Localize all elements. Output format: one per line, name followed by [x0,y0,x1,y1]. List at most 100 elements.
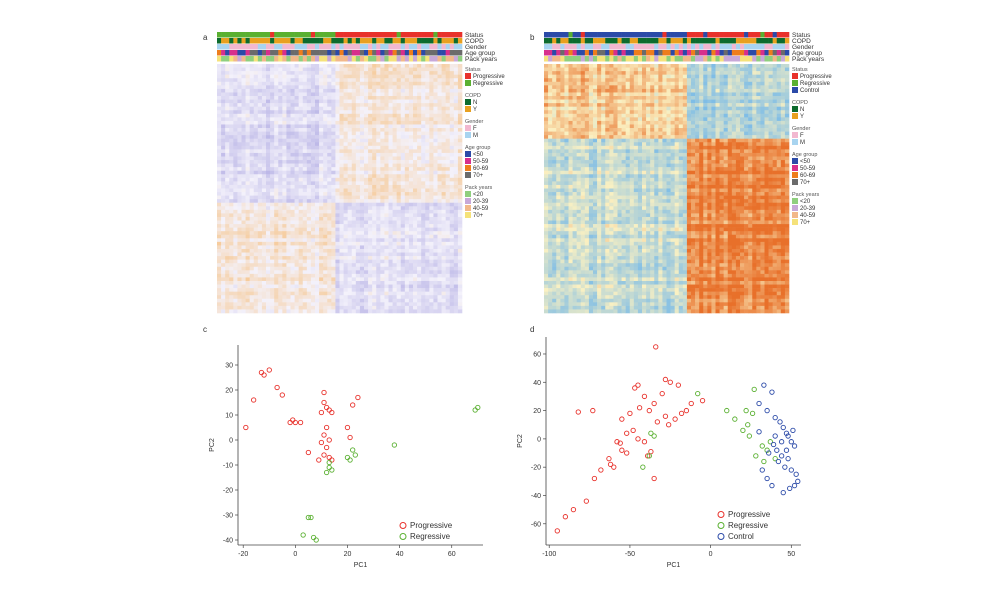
legend-swatch [465,212,471,218]
data-point [554,528,560,534]
data-point [347,457,353,463]
data-point [659,390,665,397]
data-point [746,433,753,439]
data-point [641,393,648,400]
x-tick-label: 20 [344,551,352,558]
data-point [635,436,641,442]
data-point [666,422,672,428]
data-point [793,471,799,477]
x-tick-label: 50 [787,551,795,558]
panel-letter-a: a [203,33,208,42]
y-tick-label: 60 [533,351,541,358]
data-point [732,416,738,422]
y-axis-label: PC2 [209,438,216,452]
data-point [316,457,322,463]
data-point [350,447,356,453]
legend-title: Gender [465,119,484,125]
legend-title: Age group [465,145,490,151]
legend-swatch [792,198,798,204]
legend-item: <50 [800,159,811,165]
y-tick-label: 40 [533,380,541,387]
data-point [787,485,793,492]
legend-swatch [792,80,798,86]
data-point [297,419,304,426]
legend-marker [399,522,407,529]
data-point [475,404,481,411]
heatmap-body [544,64,790,314]
data-point [350,402,356,408]
data-point [791,443,798,449]
data-point [287,419,293,426]
scatter-panel-d: -100 -50 0 50 -60 -40 -20 0 20 40 60 PC1 PC2 Progress… [517,337,801,569]
data-point [329,409,335,416]
x-tick-label: -20 [238,551,248,558]
data-point [724,407,730,414]
legend-swatch [465,125,471,131]
data-point [635,382,641,388]
legend-item: F [800,133,804,139]
data-point [630,427,636,434]
data-point [753,453,759,459]
legend-item: 50-59 [473,159,489,165]
track-label: COPD [465,38,484,45]
data-point [355,394,361,401]
data-point [667,379,673,385]
legend-item: 70+ [800,220,811,226]
y-tick-label: -40 [223,538,233,545]
legend-marker [717,533,725,540]
data-point [250,397,257,403]
data-point [769,389,775,395]
legend-swatch [792,139,798,145]
data-point [570,506,577,513]
data-point [772,415,778,421]
data-point [321,452,327,458]
data-point [764,407,770,414]
legend-swatch [792,219,798,225]
data-point [323,404,330,411]
legend-label: Regressive [728,521,769,530]
data-point [344,454,351,461]
legend-swatch [465,158,471,164]
data-point [318,409,325,416]
x-tick-label: -50 [625,551,635,558]
data-point [266,367,272,373]
annotation-track-gender [544,44,790,50]
data-point [695,390,701,397]
legend-title: COPD [465,93,481,99]
panel-letter-d: d [530,325,535,334]
data-point [743,407,749,414]
data-point [782,464,788,470]
data-point [391,442,398,448]
data-point [653,344,659,350]
data-point [344,424,351,431]
data-point [688,400,694,407]
annotation-track-copd [217,38,463,44]
data-point [292,419,298,426]
data-point [646,407,652,414]
data-point [651,400,657,407]
data-point [778,453,785,459]
legend-swatch [792,106,798,112]
annotation-track-pack-years [544,56,790,62]
data-point [745,422,751,428]
legend-item: 40-59 [473,206,489,212]
data-point [274,384,280,391]
track-label: Status [792,32,811,39]
legend-item: 20-39 [800,206,816,212]
legend-item: Progressive [800,74,832,80]
data-point [764,475,770,482]
legend-swatch [465,106,471,112]
data-point [662,376,669,383]
data-point [606,456,612,462]
legend-swatch [465,205,471,211]
x-tick-label: 0 [293,551,297,558]
track-label: Gender [792,44,815,51]
data-point [767,439,773,445]
legend-label: Progressive [728,510,771,519]
y-tick-label: 0 [537,436,541,443]
legend-swatch [792,113,798,119]
legend-swatch [792,132,798,138]
data-point [624,430,630,436]
panel-letter-c: c [203,325,207,334]
legend-swatch [792,165,798,171]
